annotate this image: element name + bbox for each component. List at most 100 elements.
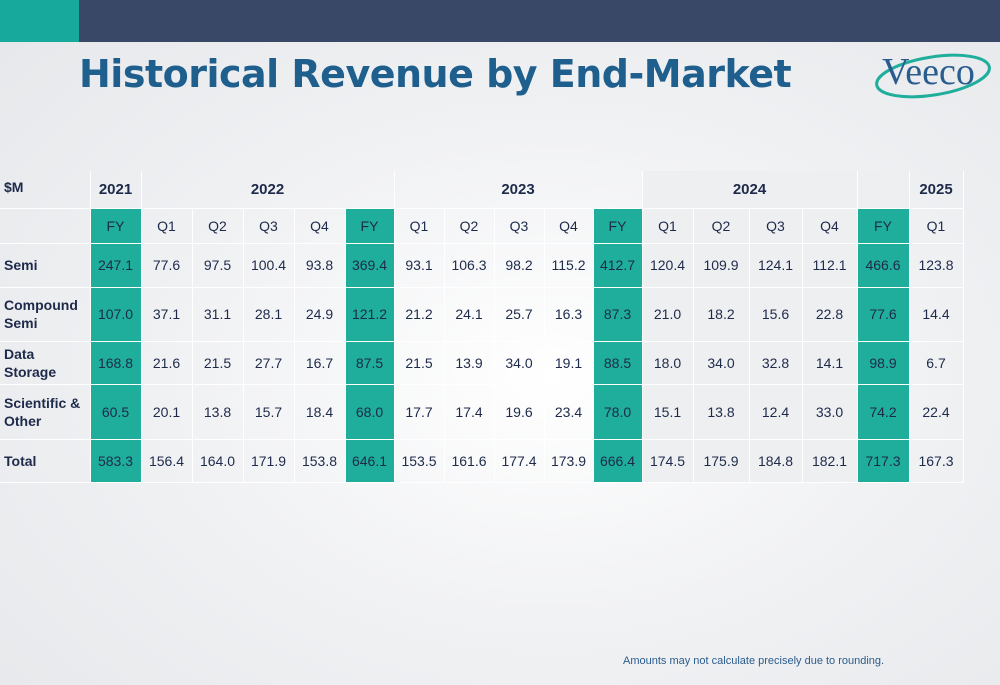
table-cell: 16.7 <box>294 341 346 385</box>
table-cell: 93.1 <box>394 243 445 288</box>
table-cell: 369.4 <box>345 243 395 288</box>
table-cell: 112.1 <box>802 243 858 288</box>
table-cell: 87.3 <box>593 287 643 342</box>
table-cell: 646.1 <box>345 439 395 483</box>
table-cell: 20.1 <box>141 384 193 440</box>
table-cell: 120.4 <box>642 243 694 288</box>
page-title: Historical Revenue by End-Market <box>79 52 792 96</box>
period-header: Q4 <box>544 208 594 244</box>
year-2024-fy-spacer <box>857 171 910 209</box>
period-header: Q2 <box>444 208 495 244</box>
table-cell: 174.5 <box>642 439 694 483</box>
table-cell: 412.7 <box>593 243 643 288</box>
logo-wordmark: Veeco <box>882 51 975 93</box>
year-2025: 2025 <box>909 171 964 209</box>
table-row-data-storage: Data Storage 168.8 21.6 21.5 27.7 16.7 87.5 21.… <box>0 341 964 385</box>
period-header: Q2 <box>693 208 750 244</box>
table-row-total: Total 583.3 156.4 164.0 171.9 153.8 646.1 153.5… <box>0 439 964 483</box>
table-cell: 19.6 <box>494 384 545 440</box>
year-2024: 2024 <box>642 171 858 209</box>
table-cell: 153.8 <box>294 439 346 483</box>
table-cell: 583.3 <box>90 439 142 483</box>
table-cell: 18.0 <box>642 341 694 385</box>
table-cell: 466.6 <box>857 243 910 288</box>
table-cell: 21.2 <box>394 287 445 342</box>
table-row-semi: Semi 247.1 77.6 97.5 100.4 93.8 369.4 93.1 106.3… <box>0 243 964 288</box>
table-cell: 23.4 <box>544 384 594 440</box>
table-cell: 666.4 <box>593 439 643 483</box>
table-cell: 21.5 <box>394 341 445 385</box>
year-2022: 2022 <box>141 171 395 209</box>
table-cell: 177.4 <box>494 439 545 483</box>
table-cell: 14.1 <box>802 341 858 385</box>
table-cell: 168.8 <box>90 341 142 385</box>
table-cell: 15.7 <box>243 384 295 440</box>
table-cell: 123.8 <box>909 243 964 288</box>
table-cell: 717.3 <box>857 439 910 483</box>
table-cell: 173.9 <box>544 439 594 483</box>
table-cell: 124.1 <box>749 243 803 288</box>
table-cell: 77.6 <box>141 243 193 288</box>
period-header: FY <box>90 208 142 244</box>
period-header: Q1 <box>394 208 445 244</box>
top-accent-bar <box>0 0 79 42</box>
period-header: Q1 <box>642 208 694 244</box>
table-cell: 12.4 <box>749 384 803 440</box>
table-cell: 15.1 <box>642 384 694 440</box>
period-header: Q3 <box>494 208 545 244</box>
table-cell: 15.6 <box>749 287 803 342</box>
table-row-scientific-other: Scientific & Other 60.5 20.1 13.8 15.7 18.4 68… <box>0 384 964 440</box>
table-cell: 27.7 <box>243 341 295 385</box>
period-header-row: FY Q1 Q2 Q3 Q4 FY Q1 Q2 Q3 Q4 FY Q1 Q2 Q… <box>0 208 964 244</box>
period-header: Q4 <box>294 208 346 244</box>
year-header-row: $M 2021 2022 2023 2024 2025 <box>0 171 964 209</box>
table-cell: 18.2 <box>693 287 750 342</box>
row-label: Semi <box>0 243 91 288</box>
table-cell: 22.8 <box>802 287 858 342</box>
footnote: Amounts may not calculate precisely due … <box>623 655 885 667</box>
table-cell: 17.4 <box>444 384 495 440</box>
table-cell: 100.4 <box>243 243 295 288</box>
table-cell: 60.5 <box>90 384 142 440</box>
period-header: FY <box>345 208 395 244</box>
unit-label: $M <box>0 171 91 209</box>
table-cell: 171.9 <box>243 439 295 483</box>
table-cell: 13.8 <box>693 384 750 440</box>
period-header: Q3 <box>749 208 803 244</box>
table-cell: 34.0 <box>693 341 750 385</box>
table-cell: 28.1 <box>243 287 295 342</box>
row-label: Data Storage <box>0 341 91 385</box>
table-cell: 184.8 <box>749 439 803 483</box>
table-cell: 22.4 <box>909 384 964 440</box>
table-cell: 156.4 <box>141 439 193 483</box>
table-cell: 93.8 <box>294 243 346 288</box>
period-header: FY <box>857 208 910 244</box>
table-cell: 167.3 <box>909 439 964 483</box>
table-cell: 121.2 <box>345 287 395 342</box>
table-cell: 37.1 <box>141 287 193 342</box>
table-cell: 87.5 <box>345 341 395 385</box>
period-header: Q3 <box>243 208 295 244</box>
table-cell: 17.7 <box>394 384 445 440</box>
table-cell: 14.4 <box>909 287 964 342</box>
table-cell: 107.0 <box>90 287 142 342</box>
table-cell: 21.6 <box>141 341 193 385</box>
table-cell: 109.9 <box>693 243 750 288</box>
revenue-table: $M 2021 2022 2023 2024 2025 FY Q1 Q2 Q3 … <box>0 171 964 483</box>
table-cell: 24.9 <box>294 287 346 342</box>
table-cell: 175.9 <box>693 439 750 483</box>
row-label-spacer <box>0 208 91 244</box>
table-cell: 13.9 <box>444 341 495 385</box>
table-cell: 247.1 <box>90 243 142 288</box>
table-cell: 16.3 <box>544 287 594 342</box>
year-2023: 2023 <box>394 171 643 209</box>
table-cell: 34.0 <box>494 341 545 385</box>
table-cell: 98.9 <box>857 341 910 385</box>
period-header: Q2 <box>192 208 244 244</box>
row-label: Scientific & Other <box>0 384 91 440</box>
period-header: Q1 <box>141 208 193 244</box>
table-cell: 106.3 <box>444 243 495 288</box>
table-cell: 25.7 <box>494 287 545 342</box>
table-cell: 33.0 <box>802 384 858 440</box>
period-header: Q4 <box>802 208 858 244</box>
